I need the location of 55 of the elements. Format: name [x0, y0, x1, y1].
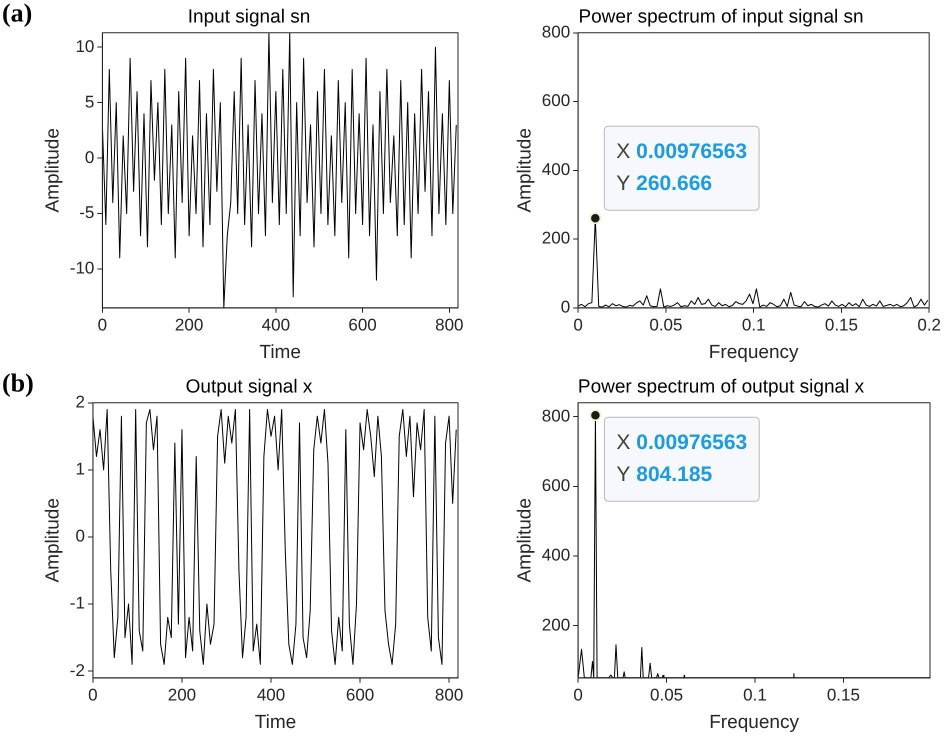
x-tick-label: 200 — [174, 316, 204, 335]
x-tick-label: 0 — [573, 316, 583, 335]
y-tick-label: 200 — [542, 228, 570, 248]
x-tick-label: 0.2 — [917, 316, 942, 335]
chart-title: Input signal sn — [188, 6, 310, 28]
chart-title: Output signal x — [186, 376, 313, 398]
x-axis-title: Frequency — [708, 342, 800, 363]
x-tick-label: 0.1 — [743, 686, 767, 705]
annotation: Y 260.666 — [616, 172, 712, 195]
x-tick-label: 400 — [256, 686, 286, 705]
annotation: Y 804.185 — [616, 463, 712, 486]
y-tick-label: 200 — [542, 615, 570, 634]
x-tick-label: 600 — [348, 316, 377, 335]
y-tick-label: 0 — [75, 526, 85, 546]
x-tick-label: 0 — [573, 686, 583, 705]
annotation: X 0.00976563 — [616, 140, 748, 163]
x-tick-label: 0.1 — [742, 316, 766, 335]
x-axis-title: Frequency — [709, 712, 800, 733]
y-tick-label: 600 — [542, 91, 570, 110]
x-axis-title: Time — [254, 712, 296, 733]
chart-title: Power spectrum of input signal sn — [578, 6, 864, 28]
y-axis-title: Amplitude — [514, 128, 536, 213]
y-tick-label: -1 — [70, 594, 85, 613]
y-tick-label: -5 — [79, 203, 94, 222]
x-tick-label: 400 — [262, 316, 290, 335]
y-tick-label: 400 — [542, 546, 570, 565]
x-tick-label: 0 — [98, 316, 108, 335]
x-tick-label: 800 — [434, 686, 464, 705]
text: (b) — [2, 368, 34, 398]
y-tick-label: 400 — [542, 160, 570, 179]
y-tick-label: -10 — [70, 258, 94, 278]
y-tick-label: -2 — [70, 660, 85, 680]
x-tick-label: 0.15 — [824, 316, 858, 335]
y-tick-label: 600 — [542, 476, 570, 496]
text: (a) — [2, 0, 32, 28]
chart-title: Power spectrum of output signal x — [578, 376, 865, 398]
x-axis-title: Time — [259, 342, 301, 363]
x-tick-label: 0.05 — [650, 686, 684, 705]
y-tick-label: 2 — [75, 392, 85, 412]
x-tick-label: 800 — [435, 316, 464, 335]
y-tick-label: 800 — [542, 22, 570, 42]
y-tick-label: 800 — [542, 406, 570, 426]
y-axis-title: Amplitude — [42, 498, 64, 583]
y-tick-label: 10 — [75, 36, 94, 56]
x-tick-label: 0.15 — [826, 686, 860, 705]
y-tick-label: 0 — [560, 297, 570, 316]
y-tick-label: 5 — [84, 92, 94, 112]
x-tick-label: 0.05 — [649, 316, 682, 335]
y-axis-title: Amplitude — [514, 498, 536, 583]
y-axis-title: Amplitude — [42, 128, 64, 213]
annotation: X 0.00976563 — [616, 431, 748, 454]
y-tick-label: 0 — [84, 148, 94, 167]
x-tick-label: 200 — [168, 686, 196, 705]
x-tick-label: 600 — [346, 686, 374, 705]
y-tick-label: 1 — [75, 460, 85, 479]
